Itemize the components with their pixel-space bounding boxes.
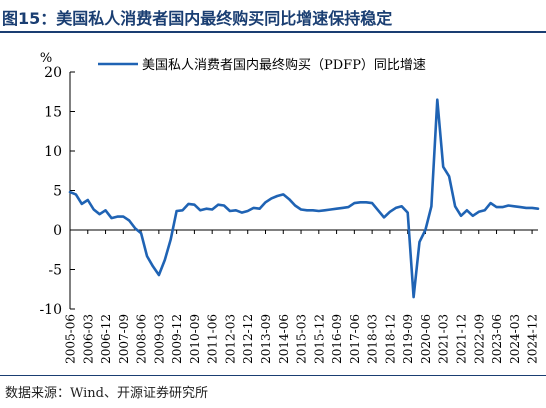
x-tick-label: 2019-09: [401, 314, 415, 364]
bottom-rule: [0, 375, 546, 376]
x-tick-label: 2006-12: [99, 314, 113, 364]
x-tick-label: 2009-12: [170, 314, 184, 364]
x-tick-label: 2011-06: [206, 314, 220, 364]
y-tick-label: 15: [44, 105, 62, 121]
y-tick-label: 10: [44, 144, 62, 160]
x-tick-label: 2010-09: [188, 314, 202, 364]
x-tick-label: 2017-06: [348, 314, 362, 364]
title-rule: [0, 31, 546, 33]
x-tick-label: 2015-03: [295, 314, 309, 364]
x-tick-label: 2012-03: [223, 314, 237, 364]
source-note: 数据来源：Wind、开源证券研究所: [5, 386, 208, 401]
x-tick-label: 2024-03: [508, 314, 522, 364]
x-tick-label: 2006-03: [81, 314, 95, 364]
x-tick-label: 2012-12: [241, 314, 255, 364]
y-tick-label: 5: [53, 184, 62, 200]
x-tick-label: 2020-06: [419, 314, 433, 364]
x-tick-label: 2018-03: [366, 314, 380, 364]
x-tick-label: 2013-09: [259, 314, 273, 364]
x-tick-label: 2005-06: [64, 314, 78, 364]
x-tick-label: 2018-12: [383, 314, 397, 364]
x-tick-label: 2022-09: [472, 314, 486, 364]
x-tick-label: 2008-06: [135, 314, 149, 364]
x-tick-label: 2007-09: [117, 314, 131, 364]
x-tick-label: 2023-06: [490, 314, 504, 364]
x-tick-label: 2009-03: [152, 314, 166, 364]
y-tick-label: 20: [44, 65, 62, 81]
x-tick-label: 2015-12: [312, 314, 326, 364]
y-tick-label: -5: [48, 263, 62, 279]
x-tick-label: 2021-03: [437, 314, 451, 364]
y-tick-label: -10: [39, 302, 62, 318]
x-tick-label: 2021-12: [454, 314, 468, 364]
x-tick-label: 2016-09: [330, 314, 344, 364]
figure-title: 图15：美国私人消费者国内最终购买同比增速保持稳定: [2, 9, 393, 28]
series-line-0: [68, 98, 540, 299]
x-tick-label: 2014-06: [277, 314, 291, 364]
legend-label: 美国私人消费者国内最终购买（PDFP）同比增速: [142, 57, 426, 73]
x-tick-label: 2024-12: [526, 314, 540, 364]
y-tick-label: 0: [53, 223, 62, 239]
y-unit-label: %: [40, 51, 52, 66]
